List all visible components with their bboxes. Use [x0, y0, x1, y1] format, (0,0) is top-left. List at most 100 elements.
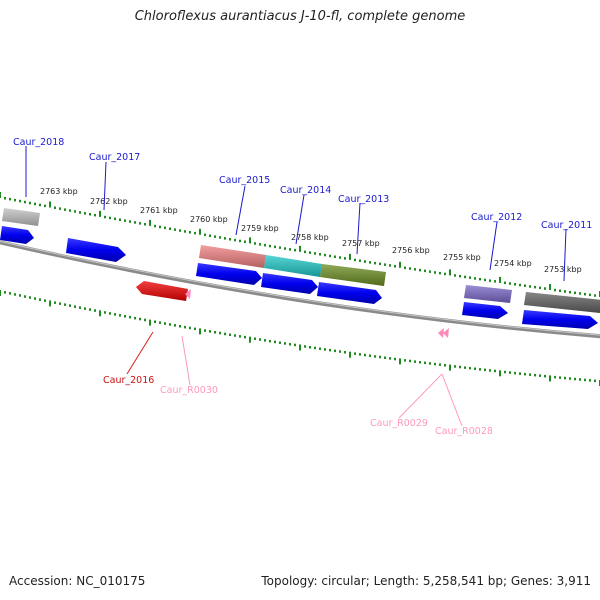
scale-tick-minor [329, 254, 331, 258]
scale-tick-minor [234, 334, 236, 337]
scale-tick-minor [109, 216, 111, 220]
scale-tick-minor [494, 369, 496, 373]
scale-label-2753: 2753 kbp [544, 265, 582, 274]
feature-caur-2014-block[interactable] [264, 255, 322, 277]
scale-tick-major [249, 237, 251, 244]
scale-tick-minor [419, 361, 421, 364]
scale-tick-minor [159, 321, 161, 324]
scale-tick-minor [234, 238, 236, 242]
scale-tick-minor [509, 371, 511, 374]
feature-caur-2015-block[interactable] [199, 245, 266, 268]
rna-marker-caur-r0029[interactable] [438, 328, 444, 338]
scale-tick-major [199, 228, 201, 235]
scale-tick-minor [564, 376, 566, 380]
scale-tick-minor [589, 293, 591, 297]
cds-arrow-forward[interactable] [462, 302, 508, 319]
scale-tick-minor [309, 251, 311, 254]
scale-tick-minor [469, 276, 471, 279]
scale-tick-minor [144, 318, 146, 322]
feature-caur-2018-block[interactable] [2, 208, 40, 226]
cds-arrow-forward[interactable] [66, 238, 126, 262]
scale-tick-minor [424, 361, 426, 365]
scale-tick-minor [334, 349, 336, 353]
scale-tick-minor [389, 264, 391, 267]
upper-scale-track [0, 192, 600, 297]
scale-tick-minor [439, 271, 441, 275]
scale-tick-minor [179, 325, 181, 328]
feature-caur-2012-block[interactable] [464, 285, 512, 303]
scale-tick-minor [224, 332, 226, 336]
cds-arrow-forward[interactable] [261, 273, 318, 294]
scale-tick-minor [64, 303, 66, 306]
scale-tick-major [499, 276, 501, 283]
scale-tick-minor [169, 227, 171, 230]
feature-caur-2016-arrow[interactable] [136, 281, 188, 301]
scale-tick-minor [59, 207, 61, 210]
scale-tick-minor [129, 220, 131, 223]
scale-tick-minor [294, 343, 296, 347]
rna-marker-caur-r0030[interactable] [185, 289, 191, 299]
scale-tick-minor [89, 308, 91, 311]
cds-arrow-forward[interactable] [522, 310, 598, 329]
scale-tick-minor [289, 248, 291, 251]
scale-tick-minor [359, 259, 361, 262]
scale-tick-minor [284, 247, 286, 250]
cds-arrow-forward[interactable] [317, 282, 382, 304]
scale-tick-minor [169, 323, 171, 326]
label-caur-r0029: Caur_R0029 [370, 418, 428, 429]
scale-tick-minor [54, 301, 56, 304]
scale-tick-minor [534, 285, 536, 289]
scale-tick-minor [484, 368, 486, 372]
scale-tick-minor [434, 362, 436, 366]
scale-tick-minor [229, 238, 231, 241]
scale-tick-minor [539, 286, 541, 290]
scale-tick-minor [259, 243, 261, 246]
scale-tick-minor [139, 222, 141, 225]
label-caur-2018: Caur_2018 [13, 137, 64, 148]
scale-label-2757: 2757 kbp [342, 239, 380, 248]
scale-tick-major [549, 375, 551, 382]
scale-tick-minor [569, 290, 571, 294]
scale-tick-minor [574, 291, 576, 295]
scale-tick-minor [84, 307, 86, 310]
scale-tick-minor [259, 338, 261, 341]
scale-tick-major [349, 351, 351, 358]
scale-tick-major [149, 219, 151, 226]
scale-tick-minor [404, 359, 406, 362]
scale-tick-minor [384, 263, 386, 266]
scale-tick-minor [89, 213, 91, 216]
scale-tick-minor [209, 234, 211, 237]
scale-tick-minor [444, 272, 446, 276]
scale-tick-minor [279, 341, 281, 344]
scale-tick-minor [219, 236, 221, 239]
scale-tick-minor [529, 373, 531, 376]
scale-tick-minor [204, 233, 206, 237]
scale-tick-minor [424, 269, 426, 273]
scale-tick-major [399, 261, 401, 268]
scale-tick-minor [39, 298, 41, 301]
rna-marker-caur-r0028[interactable] [443, 328, 449, 338]
scale-tick-minor [144, 223, 146, 226]
scale-tick-minor [524, 284, 526, 287]
scale-tick-minor [314, 252, 316, 255]
scale-tick-minor [469, 366, 471, 370]
feature-caur-2011-block[interactable] [524, 292, 600, 313]
scale-tick-minor [59, 302, 61, 305]
genome-backbone [0, 240, 600, 339]
scale-tick-major [149, 319, 151, 326]
feature-caur-2013-block[interactable] [320, 264, 386, 286]
scale-tick-minor [439, 363, 441, 366]
cds-arrow-forward[interactable] [196, 263, 262, 285]
scale-tick-minor [239, 335, 241, 338]
scale-tick-minor [519, 372, 521, 375]
scale-tick-minor [334, 255, 336, 258]
cds-arrow-forward[interactable] [0, 226, 34, 244]
scale-tick-minor [559, 376, 561, 379]
scale-label-2755: 2755 kbp [443, 253, 481, 262]
scale-tick-minor [304, 345, 306, 348]
scale-tick-minor [414, 268, 416, 271]
scale-tick-major [449, 269, 451, 276]
scale-tick-minor [194, 231, 196, 235]
scale-tick-minor [369, 261, 371, 264]
scale-tick-minor [344, 257, 346, 260]
